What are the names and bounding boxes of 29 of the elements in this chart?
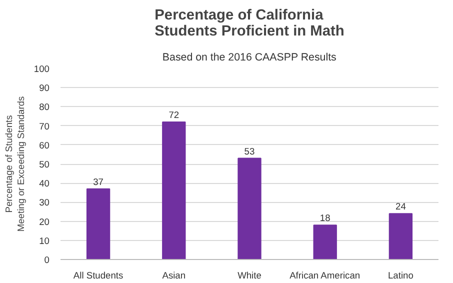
- y-tick-label: 100: [34, 64, 50, 74]
- y-tick-label: 90: [39, 83, 50, 94]
- bar: [162, 121, 186, 260]
- chart-title: Percentage of California Students Proficient in Math: [154, 8, 344, 40]
- x-tick-label: All Students: [73, 270, 124, 280]
- y-tick-label: 30: [39, 198, 50, 208]
- bar: [238, 158, 262, 260]
- y-tick-label: 80: [39, 102, 50, 112]
- y-tick-label: 40: [39, 178, 50, 189]
- chart-subtitle: Based on the 2016 CAASPP Results: [162, 52, 336, 64]
- bar: [86, 188, 110, 260]
- data-label: 24: [396, 202, 406, 212]
- bar: [388, 213, 413, 260]
- y-tick-label: 0: [44, 255, 50, 265]
- data-label: 18: [320, 213, 330, 224]
- data-label: 37: [93, 176, 104, 187]
- y-tick-label: 70: [39, 121, 50, 132]
- x-tick-label: Asian: [162, 270, 186, 280]
- x-tick-label: White: [238, 270, 262, 280]
- data-label: 72: [168, 110, 180, 120]
- y-tick-label: 50: [39, 160, 50, 170]
- data-label: 53: [244, 146, 255, 156]
- y-tick-label: 20: [39, 216, 50, 227]
- bar: [313, 224, 337, 260]
- x-tick-label: African American: [290, 270, 360, 280]
- y-tick-label: 60: [39, 140, 50, 150]
- y-tick-label: 10: [39, 236, 50, 246]
- x-tick-label: Latino: [388, 270, 414, 280]
- y-axis-title: Percentage of Students Meeting or Exceeding Standards: [4, 96, 26, 232]
